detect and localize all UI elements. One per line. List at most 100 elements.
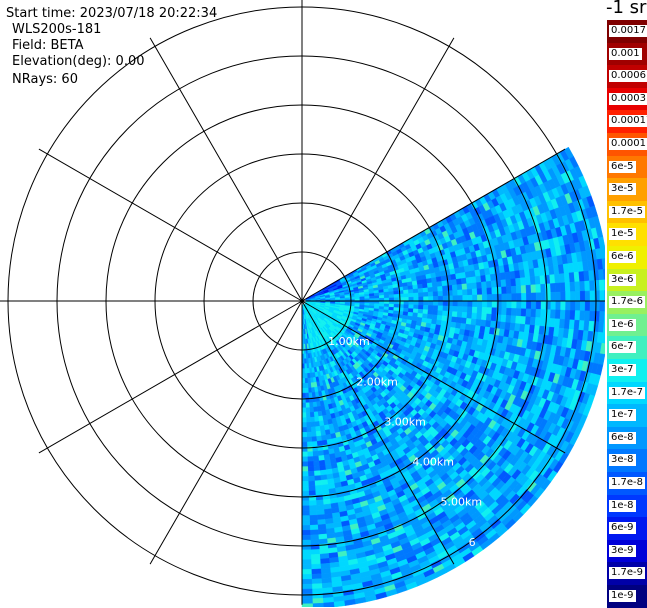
sweep-cell	[457, 290, 462, 296]
sweep-cell	[462, 312, 467, 318]
sweep-cell	[468, 301, 473, 307]
sweep-cell	[530, 317, 536, 325]
sweep-cell	[472, 283, 477, 289]
sweep-cell	[413, 293, 418, 297]
sweep-cell	[311, 549, 320, 554]
sweep-cell	[467, 283, 472, 289]
sweep-cell	[428, 292, 433, 297]
sweep-cell	[428, 305, 433, 310]
sweep-cell	[438, 301, 443, 306]
sweep-cell	[315, 490, 322, 495]
sweep-cell	[389, 295, 394, 298]
sweep-cell	[302, 584, 312, 589]
colorbar-label: 1e-9	[609, 590, 636, 602]
sweep-cell	[462, 284, 467, 290]
sweep-cell	[526, 309, 531, 317]
sweep-cell	[541, 301, 546, 310]
sweep-cell	[486, 314, 491, 321]
sweep-cell	[535, 276, 541, 285]
sweep-cell	[360, 297, 365, 299]
sweep-cell	[550, 310, 555, 319]
sweep-cell	[394, 298, 399, 301]
sweep-cell	[575, 301, 580, 311]
sweep-cell	[516, 286, 521, 294]
colorbar-label: 1e-8	[609, 500, 636, 512]
sweep-cell	[472, 313, 477, 319]
sweep-cell	[307, 432, 312, 437]
sweep-cell	[438, 296, 443, 301]
sweep-cell	[310, 412, 314, 417]
sweep-cell	[506, 308, 511, 315]
sweep-cell	[302, 564, 311, 569]
nrays-label: NRays: 60	[12, 72, 78, 87]
sweep-cell	[384, 292, 389, 295]
sweep-cell	[306, 403, 310, 408]
sweep-cell	[531, 285, 536, 293]
sweep-cell	[319, 460, 325, 466]
sweep-cell	[521, 293, 526, 301]
sweep-cell	[521, 309, 526, 317]
sweep-cell	[311, 564, 321, 569]
sweep-cell	[512, 301, 517, 308]
sweep-cell	[443, 306, 448, 311]
sweep-cell	[531, 309, 536, 317]
sweep-cell	[457, 312, 462, 318]
sweep-cell	[482, 288, 487, 295]
sweep-cell	[561, 292, 566, 301]
colorbar-label: 0.00017	[609, 115, 647, 127]
sweep-cell	[320, 430, 325, 436]
sweep-cell	[471, 277, 477, 284]
sweep-cell	[308, 481, 315, 486]
sweep-cell	[414, 297, 419, 301]
sweep-cell	[318, 455, 324, 461]
sweep-cell	[590, 301, 595, 311]
sweep-cell	[318, 534, 327, 540]
sweep-cell	[308, 383, 311, 388]
colorbar-label: 1e-6	[609, 319, 636, 331]
sweep-cell	[302, 525, 310, 530]
sweep-cell	[431, 277, 437, 282]
sweep-cell	[302, 476, 308, 481]
sweep-cell	[413, 309, 418, 313]
sweep-cell	[394, 294, 399, 298]
range-label: 2.00km	[356, 375, 398, 388]
sweep-cell	[302, 437, 307, 442]
sweep-cell	[580, 311, 585, 321]
sweep-cell	[302, 408, 306, 413]
sweep-cell	[531, 293, 536, 301]
sweep-cell	[575, 311, 580, 321]
sweep-cell	[302, 515, 310, 520]
sweep-cell	[575, 282, 580, 292]
sweep-cell	[443, 301, 448, 306]
sweep-cell	[487, 288, 492, 295]
sweep-cell	[307, 456, 313, 461]
sweep-cell	[511, 308, 516, 316]
sweep-cell	[515, 278, 521, 286]
sweep-cell	[313, 603, 324, 607]
sweep-cell	[389, 304, 394, 307]
sweep-cell	[589, 311, 594, 321]
sweep-cell	[317, 441, 323, 446]
sweep-cell	[314, 471, 320, 476]
colorbar-label: 3e-8	[609, 454, 636, 466]
sweep-cell	[369, 296, 374, 299]
sweep-cell	[316, 505, 324, 511]
sweep-cell	[313, 402, 317, 407]
sweep-cell	[515, 316, 521, 324]
sweep-cell	[492, 301, 497, 308]
sweep-cell	[302, 481, 308, 486]
sweep-cell	[316, 431, 321, 436]
sweep-cell	[312, 441, 317, 446]
colorbar-label: 3e-6	[609, 274, 636, 286]
sweep-cell	[501, 287, 506, 294]
sweep-cell	[462, 289, 467, 295]
sweep-cell	[309, 515, 317, 520]
sweep-cell	[306, 422, 311, 427]
colorbar-label: 6e-5	[609, 161, 636, 173]
sweep-cell	[585, 291, 590, 301]
sweep-cell	[318, 450, 324, 456]
colorbar-label: 1e-5	[609, 228, 636, 240]
sweep-cell	[307, 452, 313, 457]
sweep-cell	[433, 287, 438, 292]
sweep-cell	[308, 476, 314, 481]
